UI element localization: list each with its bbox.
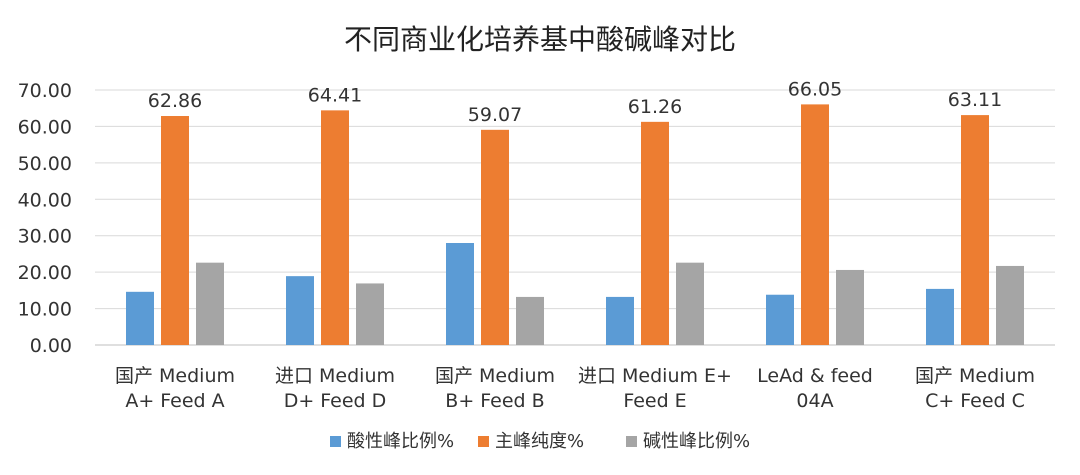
- data-label: 59.07: [468, 104, 522, 126]
- bar: [321, 110, 349, 345]
- bar: [801, 104, 829, 345]
- x-tick-label: A+ Feed A: [125, 390, 224, 412]
- y-axis-ticks: 0.00 10.00 20.00 30.00 40.00 50.00 60.00 70.00: [18, 80, 72, 357]
- legend-swatch: [330, 436, 341, 447]
- bar: [676, 262, 704, 345]
- x-tick-label: 国产 Medium: [915, 365, 1035, 387]
- bars: [126, 104, 1024, 346]
- y-tick-label: 10.00: [18, 299, 72, 321]
- y-tick-label: 40.00: [18, 189, 72, 211]
- x-axis-ticks: 国产 Medium A+ Feed A 进口 Medium D+ Feed D 国产 M…: [115, 365, 1035, 412]
- bar: [606, 296, 634, 345]
- x-tick-label: 国产 Medium: [435, 365, 555, 387]
- bar: [926, 288, 954, 345]
- data-labels: 62.86 64.41 59.07 61.26 66.05 63.11: [148, 78, 1002, 125]
- x-tick-label: 04A: [796, 390, 833, 412]
- legend-label: 酸性峰比例%: [347, 431, 454, 452]
- x-tick-label: 国产 Medium: [115, 365, 235, 387]
- legend-item: 主峰纯度%: [478, 431, 584, 452]
- x-tick-label: B+ Feed B: [445, 390, 544, 412]
- x-tick-label: LeAd & feed: [757, 365, 873, 387]
- data-label: 64.41: [308, 84, 362, 106]
- bar: [961, 115, 989, 345]
- bar: [286, 276, 314, 345]
- y-tick-label: 0.00: [30, 335, 72, 357]
- bar: [481, 129, 509, 345]
- legend-swatch: [478, 436, 489, 447]
- bar: [356, 283, 384, 345]
- x-tick-label: D+ Feed D: [284, 390, 387, 412]
- bar: [446, 243, 474, 345]
- bar: [836, 269, 864, 345]
- legend-swatch: [626, 436, 637, 447]
- bar: [516, 296, 544, 345]
- legend-label: 碱性峰比例%: [643, 431, 750, 452]
- bar: [996, 265, 1024, 345]
- legend: 酸性峰比例% 主峰纯度% 碱性峰比例%: [330, 431, 750, 452]
- x-tick-label: 进口 Medium E+: [578, 365, 732, 387]
- data-label: 66.05: [788, 78, 842, 100]
- bar: [161, 116, 189, 345]
- y-tick-label: 60.00: [18, 116, 72, 138]
- legend-label: 主峰纯度%: [495, 431, 584, 452]
- chart-title: 不同商业化培养基中酸碱峰对比: [344, 23, 736, 56]
- y-tick-label: 30.00: [18, 226, 72, 248]
- legend-item: 碱性峰比例%: [626, 431, 750, 452]
- x-tick-label: C+ Feed C: [925, 390, 1025, 412]
- bar: [196, 262, 224, 345]
- data-label: 61.26: [628, 96, 682, 118]
- y-tick-label: 50.00: [18, 153, 72, 175]
- bar: [766, 294, 794, 345]
- x-tick-label: 进口 Medium: [275, 365, 395, 387]
- y-tick-label: 20.00: [18, 262, 72, 284]
- bar: [641, 121, 669, 346]
- bar: [126, 291, 154, 345]
- data-label: 63.11: [948, 89, 1002, 111]
- data-label: 62.86: [148, 90, 202, 112]
- y-tick-label: 70.00: [18, 80, 72, 102]
- legend-item: 酸性峰比例%: [330, 431, 454, 452]
- x-tick-label: Feed E: [623, 390, 686, 412]
- gridlines: [95, 89, 1055, 346]
